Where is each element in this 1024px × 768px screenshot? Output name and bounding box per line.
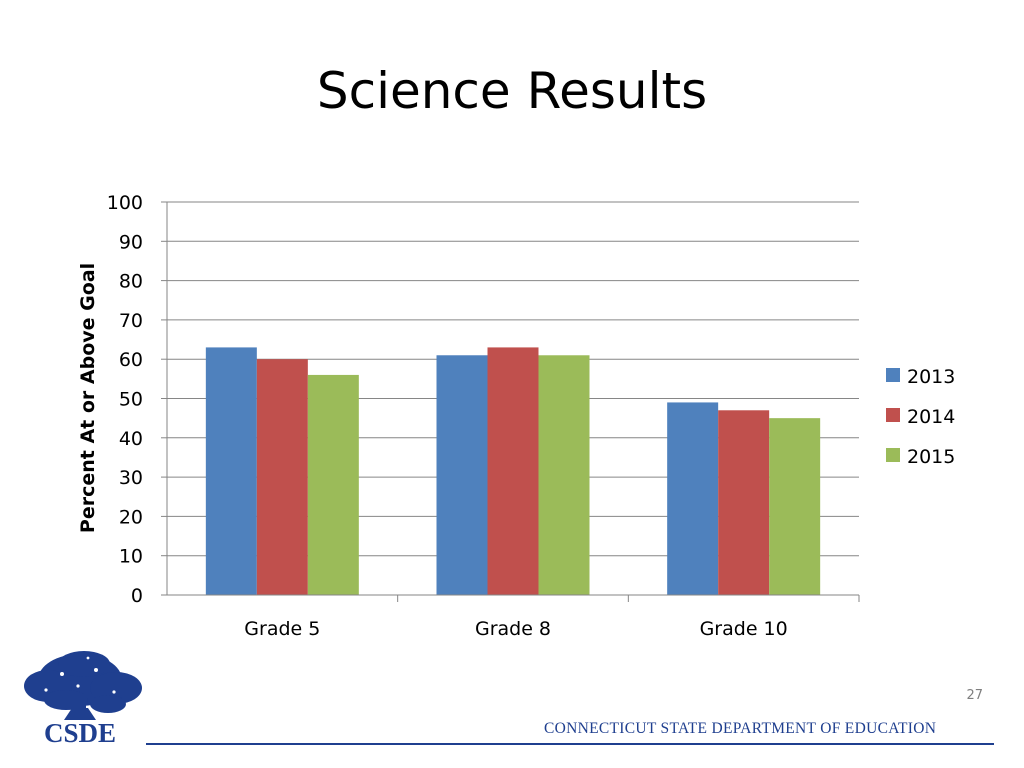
y-tick-label: 40 (119, 428, 143, 450)
footer-divider (146, 743, 994, 745)
bar-grade-10-2013 (667, 402, 719, 595)
y-tick-label: 100 (107, 192, 143, 214)
page-number: 27 (966, 688, 983, 703)
x-category-label: Grade 10 (700, 618, 788, 640)
y-tick-label: 30 (119, 467, 143, 489)
legend-swatch-2015 (886, 448, 900, 462)
bar-grade-8-2014 (487, 347, 539, 595)
y-tick-label: 50 (119, 389, 143, 411)
y-axis-label: Percent At or Above Goal (77, 263, 99, 533)
legend-swatch-2014 (886, 408, 900, 422)
y-tick-label: 90 (119, 231, 143, 253)
bar-grade-5-2014 (256, 359, 308, 595)
footer-organization: CONNECTICUT STATE DEPARTMENT OF EDUCATIO… (544, 720, 937, 737)
bar-grade-5-2015 (307, 374, 359, 595)
y-tick-label: 80 (119, 271, 143, 293)
bar-grade-5-2013 (205, 347, 257, 595)
x-category-label: Grade 5 (244, 618, 320, 640)
bar-grade-8-2015 (538, 355, 590, 595)
x-category-label: Grade 8 (475, 618, 551, 640)
slide-title: Science Results (316, 62, 708, 120)
axes (161, 201, 860, 602)
legend: 2013 2014 2015 (886, 366, 955, 468)
y-tick-label: 60 (119, 349, 143, 371)
logo-lettering: CSDE (44, 718, 117, 748)
y-tick-label: 0 (131, 585, 143, 607)
y-tick-label: 20 (119, 506, 143, 528)
legend-label-2014: 2014 (907, 406, 955, 428)
y-tick-label: 10 (119, 546, 143, 568)
y-tick-labels: 0 10 20 30 40 50 60 70 80 90 100 (107, 192, 143, 607)
bar-grade-10-2014 (718, 410, 770, 595)
legend-swatch-2013 (886, 368, 900, 382)
bar-grade-8-2013 (436, 355, 488, 595)
legend-label-2015: 2015 (907, 446, 955, 468)
bar-grade-10-2015 (769, 418, 821, 595)
x-category-labels: Grade 5 Grade 8 Grade 10 (244, 618, 787, 640)
csde-logo (18, 650, 148, 748)
y-tick-label: 70 (119, 310, 143, 332)
bars (205, 347, 821, 595)
legend-label-2013: 2013 (907, 366, 955, 388)
